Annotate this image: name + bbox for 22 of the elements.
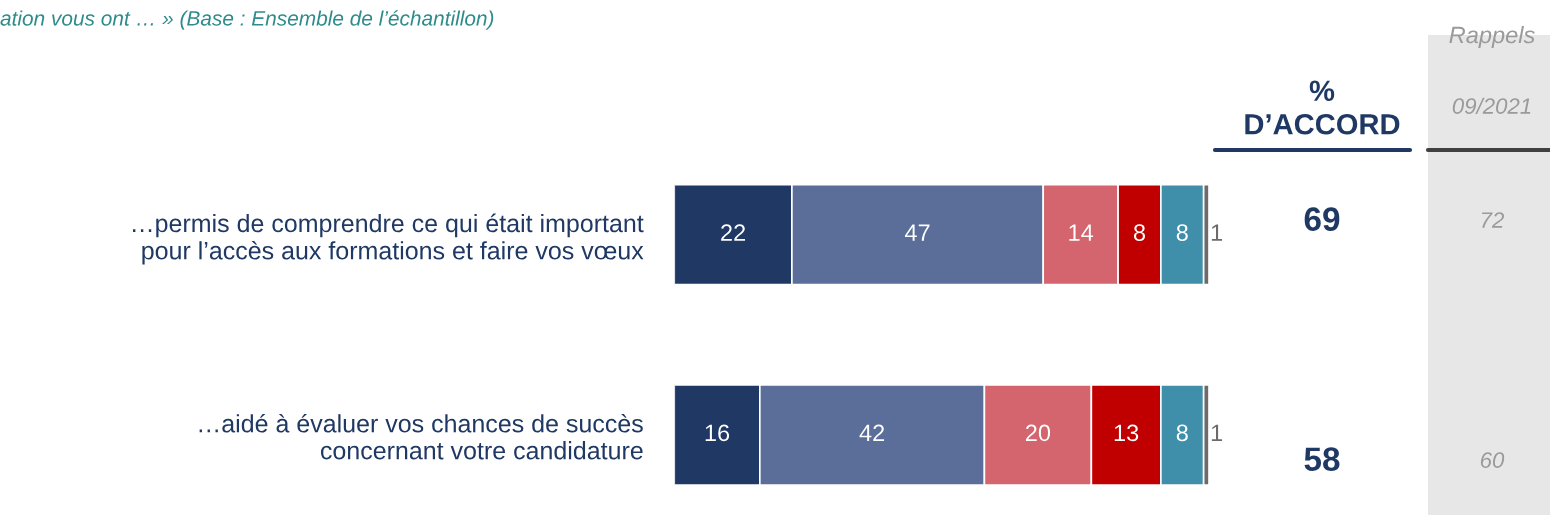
text: 60: [1480, 452, 1505, 468]
data-label: 16: [705, 424, 730, 442]
y-tick-label: …permis de comprendre ce qui était important pour l’accès aux formations et faire vos vœux: [133, 213, 644, 265]
data-label: 22: [721, 224, 746, 241]
data-label: 1: [1211, 224, 1223, 241]
data-label: 14: [1069, 224, 1094, 241]
data-label: 20: [1025, 424, 1051, 442]
data-label: 42: [859, 424, 885, 441]
data-label: 13: [1114, 424, 1139, 442]
data-label: 8: [1176, 224, 1188, 241]
y-tick-label: …aidé à évaluer vos chances de succès concernant votre candidature: [199, 413, 643, 460]
text: Rappels: [1449, 26, 1535, 49]
text: % D’ACCORD: [1245, 80, 1400, 135]
text: ation vous ont … » (Base : Ensemble de l’échantillon): [0, 10, 494, 30]
data-label: 47: [904, 224, 930, 241]
text: 72: [1481, 212, 1505, 228]
text: 09/2021: [1452, 97, 1531, 114]
text: 69: [1304, 207, 1340, 231]
data-label: 8: [1133, 224, 1146, 241]
text: 58: [1304, 447, 1340, 471]
data-label: 8: [1176, 424, 1188, 442]
data-label: 1: [1211, 424, 1223, 441]
